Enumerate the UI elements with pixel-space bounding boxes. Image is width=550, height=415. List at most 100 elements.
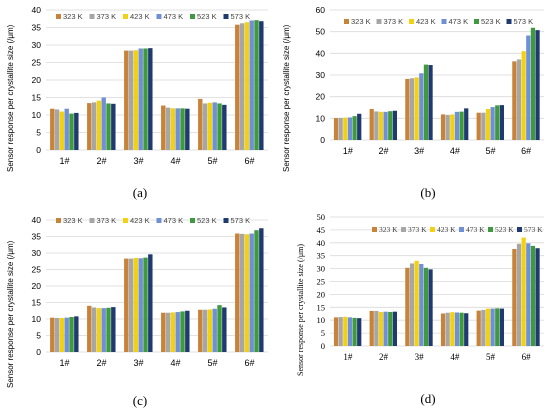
chart-b-y-tick-label: 10 bbox=[316, 113, 326, 123]
chart-b-bar bbox=[388, 111, 393, 140]
chart-d-bar bbox=[476, 310, 481, 346]
chart-b-bar bbox=[352, 116, 357, 140]
chart-c-bar bbox=[161, 312, 166, 352]
chart-a-x-tick-label: 5# bbox=[207, 156, 217, 166]
chart-c-y-tick-label: 35 bbox=[32, 232, 42, 242]
chart-d-bar bbox=[485, 308, 491, 346]
chart-c-legend-label: 323 K bbox=[63, 216, 83, 225]
chart-c-svg: 0 5 10 15 20 25 30 35 40 1# 2# 3# 4# 5# 6# 323 K 373 K 42… bbox=[32, 215, 268, 368]
chart-b-legend-swatch bbox=[441, 19, 447, 24]
chart-b-svg: 0 10 20 30 40 50 60 1# 2# 3# 4# 5# 6# 323 K 373 K 423 K… bbox=[316, 5, 544, 156]
chart-c-bar bbox=[96, 308, 102, 352]
chart-c-bar bbox=[143, 257, 148, 352]
chart-c-legend-label: 373 K bbox=[97, 216, 117, 225]
chart-a-bar bbox=[165, 107, 171, 150]
chart-b-legend-label: 573 K bbox=[514, 17, 534, 26]
chart-c-bar bbox=[54, 318, 60, 352]
chart-c-legend-swatch bbox=[56, 218, 61, 223]
chart-b-bar bbox=[428, 65, 433, 140]
chart-a-bar bbox=[249, 20, 254, 150]
chart-a-x-tick-label: 4# bbox=[170, 156, 180, 166]
chart-b-bar bbox=[414, 77, 419, 140]
chart-b-bar bbox=[499, 105, 505, 140]
chart-a-legend-swatch bbox=[89, 14, 95, 19]
chart-d-panel-label: (d) bbox=[420, 391, 436, 406]
chart-a-y-tick-label: 40 bbox=[32, 5, 42, 15]
chart-d-x-tick-label: 3# bbox=[415, 352, 425, 362]
chart-b-bar bbox=[476, 112, 481, 140]
chart-b-bar bbox=[495, 105, 500, 140]
chart-c-y-axis-label: Sensor response per crystallite size (/μ… bbox=[6, 240, 15, 388]
chart-d-legend-label: 473 K bbox=[466, 225, 485, 234]
chart-b-legend-label: 423 K bbox=[416, 17, 436, 26]
chart-a-y-tick-label: 5 bbox=[36, 128, 41, 138]
chart-d-legend-swatch bbox=[517, 227, 522, 232]
chart-b-legend-swatch bbox=[506, 19, 512, 24]
chart-d-x-tick-label: 4# bbox=[450, 352, 460, 362]
chart-c-bar bbox=[106, 307, 111, 352]
chart-d-bar bbox=[521, 237, 526, 346]
chart-a-bar bbox=[106, 103, 111, 150]
chart-d-legend-label: 423 K bbox=[437, 225, 456, 234]
chart-c-bar bbox=[185, 310, 190, 352]
chart-d-bar bbox=[409, 263, 415, 346]
chart-d-y-tick-label: 40 bbox=[317, 238, 326, 248]
chart-d-bar bbox=[450, 312, 455, 346]
chart-a-bar bbox=[185, 108, 190, 150]
chart-b-bar bbox=[383, 111, 388, 140]
chart-b-y-tick-label: 30 bbox=[316, 70, 326, 80]
chart-panel-d: 0 5 10 15 20 25 30 35 40 45 50 1# 2# 3# 4# 5# 6# 323 K 373… bbox=[280, 210, 550, 415]
chart-b-x-tick-label: 3# bbox=[414, 146, 424, 156]
chart-d-y-tick-label: 5 bbox=[321, 328, 325, 338]
chart-c-bar bbox=[202, 309, 208, 352]
chart-d-bar bbox=[459, 312, 464, 346]
chart-d-y-tick-label: 0 bbox=[321, 341, 325, 351]
chart-a-legend-label: 523 K bbox=[197, 12, 217, 21]
chart-b-bar bbox=[464, 108, 469, 140]
chart-b-bar bbox=[409, 78, 415, 140]
chart-a-x-tick-label: 6# bbox=[244, 156, 254, 166]
chart-d-svg: 0 5 10 15 20 25 30 35 40 45 50 1# 2# 3# 4# 5# 6# 323 K 373… bbox=[317, 212, 544, 362]
chart-b-bar bbox=[454, 111, 460, 140]
chart-b-bar bbox=[516, 59, 522, 140]
chart-c-bar bbox=[165, 312, 171, 352]
chart-b-bar bbox=[481, 112, 486, 140]
chart-c-bar bbox=[239, 233, 245, 352]
chart-c-bar bbox=[111, 307, 116, 352]
chart-b-bar bbox=[357, 113, 362, 140]
chart-b-bar bbox=[450, 114, 455, 140]
chart-d-legend-label: 323 K bbox=[379, 225, 398, 234]
chart-a-y-tick-label: 35 bbox=[32, 23, 42, 33]
chart-c-panel-label: (c) bbox=[132, 393, 148, 408]
chart-c-bar bbox=[222, 307, 227, 352]
chart-d-legend-swatch bbox=[488, 227, 493, 232]
chart-d-legend-swatch bbox=[372, 227, 377, 232]
chart-d-bar bbox=[512, 248, 517, 346]
chart-d-y-tick-label: 30 bbox=[317, 264, 326, 274]
chart-a-legend-swatch bbox=[156, 14, 162, 19]
chart-c-legend-swatch bbox=[89, 218, 95, 223]
chart-d-bar bbox=[405, 267, 410, 346]
chart-a-bar bbox=[202, 103, 208, 150]
chart-a-bar bbox=[148, 48, 153, 150]
chart-a-y-tick-label: 30 bbox=[32, 40, 42, 50]
chart-d-bar bbox=[535, 248, 540, 346]
chart-a-legend-label: 373 K bbox=[97, 12, 117, 21]
chart-b-bar bbox=[369, 109, 374, 140]
chart-d-bar bbox=[338, 317, 343, 346]
chart-c-x-tick-label: 1# bbox=[59, 358, 69, 368]
chart-d-bar bbox=[378, 311, 384, 346]
chart-c-bar bbox=[124, 258, 129, 352]
chart-b-bar bbox=[490, 107, 495, 140]
chart-c-legend-swatch bbox=[123, 218, 128, 223]
chart-a-legend-swatch bbox=[223, 14, 229, 19]
chart-c-bar bbox=[207, 309, 213, 352]
chart-c-legend-label: 423 K bbox=[130, 216, 150, 225]
chart-a-y-tick-label: 25 bbox=[32, 58, 42, 68]
chart-c-bar bbox=[148, 254, 153, 352]
chart-d-legend-swatch bbox=[430, 227, 435, 232]
chart-a-bar bbox=[91, 102, 97, 150]
chart-b-bar bbox=[333, 118, 339, 140]
chart-b-bar bbox=[347, 117, 353, 140]
chart-b-legend-label: 473 K bbox=[449, 17, 469, 26]
